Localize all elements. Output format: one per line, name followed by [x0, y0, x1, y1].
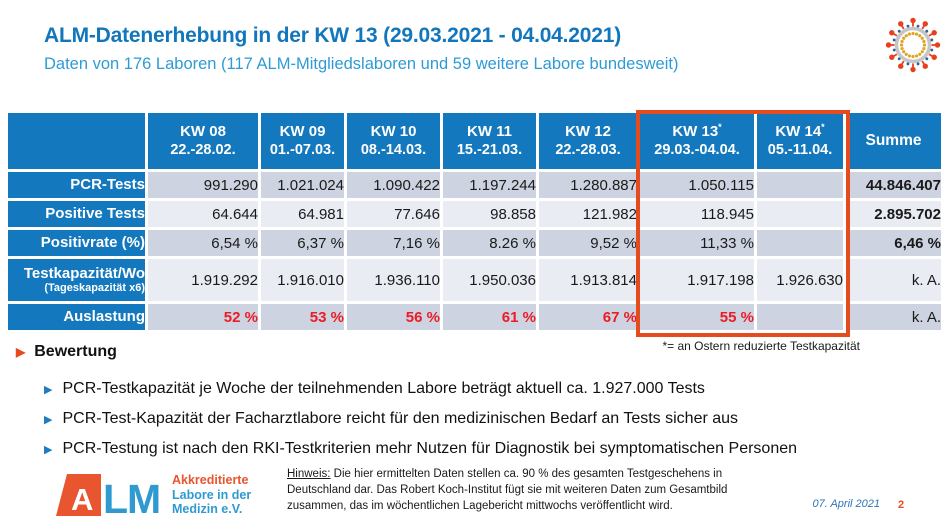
table-footnote: *= an Ostern reduzierte Testkapazität — [662, 339, 860, 353]
page-number: 2 — [898, 499, 905, 511]
table-cell-summe: k. A. — [846, 304, 944, 333]
table-header: KW 08 22.-28.02. KW 09 01.-07.03. KW 10 08.-1… — [8, 113, 944, 172]
table-cell: 1.913.814 — [539, 259, 640, 304]
data-table: KW 08 22.-28.02. KW 09 01.-07.03. KW 10 08.-1… — [8, 113, 944, 333]
table-cell: 61 % — [443, 304, 539, 333]
bewertung-heading-label: Bewertung — [34, 343, 117, 360]
row-label: Testkapazität/Wo (Tageskapazität x6) — [8, 259, 148, 304]
table-cell: 118.945 — [640, 201, 757, 230]
alm-logo-icon: A LM — [56, 474, 161, 518]
hinweis-note: Hinweis: Die hier ermittelten Daten stel… — [287, 466, 732, 514]
table-row: PCR-Tests 991.290 1.021.024 1.090.422 1.197.… — [8, 172, 944, 201]
logo-letter-a: A — [71, 482, 93, 517]
alm-logo: A LM Akkreditierte Labore in der Medizin… — [55, 472, 251, 518]
triangle-bullet-icon: ▶ — [44, 414, 53, 426]
table-cell: 56 % — [347, 304, 443, 333]
table-row: Testkapazität/Wo (Tageskapazität x6) 1.919… — [8, 259, 944, 304]
table-cell: 1.916.010 — [261, 259, 347, 304]
column-header: KW 09 01.-07.03. — [261, 113, 347, 172]
bewertung-heading: ▶ Bewertung — [16, 343, 117, 361]
row-label: Positive Tests — [8, 201, 148, 230]
table-cell: 1.950.036 — [443, 259, 539, 304]
row-label: Auslastung — [8, 304, 148, 333]
table-cell: 53 % — [261, 304, 347, 333]
bullet-item: ▶ PCR-Test-Kapazität der Facharztlabore r… — [44, 410, 738, 428]
table-cell: 1.197.244 — [443, 172, 539, 201]
table-cell: 1.280.887 — [539, 172, 640, 201]
table-cell: 1.919.292 — [148, 259, 261, 304]
column-header: KW 08 22.-28.02. — [148, 113, 261, 172]
table-row: Positive Tests 64.644 64.981 77.646 98.858 12… — [8, 201, 944, 230]
table-cell: 1.050.115 — [640, 172, 757, 201]
table-cell: 67 % — [539, 304, 640, 333]
row-label: Positivrate (%) — [8, 230, 148, 259]
table-cell: 6,37 % — [261, 230, 347, 259]
virus-icon — [885, 17, 941, 73]
table-cell: 121.982 — [539, 201, 640, 230]
hinweis-label: Hinweis: — [287, 468, 331, 480]
logo-line2: Labore in der — [172, 487, 252, 502]
table-cell — [757, 172, 846, 201]
bullet-text: PCR-Testkapazität je Woche der teilnehme… — [62, 380, 705, 397]
column-header: KW 11 15.-21.03. — [443, 113, 539, 172]
column-header: KW 10 08.-14.03. — [347, 113, 443, 172]
table-cell — [757, 201, 846, 230]
bullet-text: PCR-Testung ist nach den RKI-Testkriteri… — [62, 440, 798, 457]
triangle-bullet-icon: ▶ — [16, 345, 26, 359]
table-row: Positivrate (%) 6,54 % 6,37 % 7,16 % 8.26 % 9… — [8, 230, 944, 259]
bullet-text: PCR-Test-Kapazität der Facharztlabore re… — [62, 410, 739, 427]
page-title: ALM-Datenerhebung in der KW 13 (29.03.20… — [44, 24, 622, 47]
table-cell: 11,33 % — [640, 230, 757, 259]
table-body: PCR-Tests 991.290 1.021.024 1.090.422 1.197.… — [8, 172, 944, 333]
page-subtitle: Daten von 176 Laboren (117 ALM-Mitglieds… — [44, 55, 679, 73]
table-corner-cell — [8, 113, 148, 172]
column-header: KW 13* 29.03.-04.04. — [640, 113, 757, 172]
table-cell-summe: 44.846.407 — [846, 172, 944, 201]
table-cell: 1.021.024 — [261, 172, 347, 201]
table-cell: 6,54 % — [148, 230, 261, 259]
bullet-item: ▶ PCR-Testung ist nach den RKI-Testkriter… — [44, 440, 797, 458]
column-header-summe: Summe — [846, 113, 944, 172]
logo-line3: Medizin e.V. — [172, 502, 243, 517]
triangle-bullet-icon: ▶ — [44, 444, 53, 456]
table-cell: 991.290 — [148, 172, 261, 201]
table-cell-summe: 6,46 % — [846, 230, 944, 259]
table-cell: 64.981 — [261, 201, 347, 230]
logo-line1: Akkreditierte — [172, 472, 249, 487]
table-cell: 55 % — [640, 304, 757, 333]
bullet-item: ▶ PCR-Testkapazität je Woche der teilnehm… — [44, 380, 705, 398]
table-cell — [757, 304, 846, 333]
logo-letters-lm: LM — [103, 476, 160, 518]
table-cell: 1.917.198 — [640, 259, 757, 304]
logo-text: Akkreditierte Labore in der Medizin e.V. — [172, 473, 251, 517]
table-cell: 52 % — [148, 304, 261, 333]
column-header: KW 14* 05.-11.04. — [757, 113, 846, 172]
table-cell: 1.090.422 — [347, 172, 443, 201]
table-cell: 1.926.630 — [757, 259, 846, 304]
table-row: Auslastung 52 % 53 % 56 % 61 % 67 % 55 % k. A. — [8, 304, 944, 333]
column-header: KW 12 22.-28.03. — [539, 113, 640, 172]
table-cell: 64.644 — [148, 201, 261, 230]
table-cell-summe: 2.895.702 — [846, 201, 944, 230]
row-label: PCR-Tests — [8, 172, 148, 201]
table-cell: 77.646 — [347, 201, 443, 230]
table-cell-summe: k. A. — [846, 259, 944, 304]
triangle-bullet-icon: ▶ — [44, 384, 53, 396]
hinweis-text: Die hier ermittelten Daten stellen ca. 9… — [287, 468, 728, 513]
slide-date: 07. April 2021 — [812, 498, 880, 510]
table-cell: 1.936.110 — [347, 259, 443, 304]
table-cell: 7,16 % — [347, 230, 443, 259]
table-cell: 9,52 % — [539, 230, 640, 259]
table-cell: 98.858 — [443, 201, 539, 230]
table-cell: 8.26 % — [443, 230, 539, 259]
table-cell — [757, 230, 846, 259]
